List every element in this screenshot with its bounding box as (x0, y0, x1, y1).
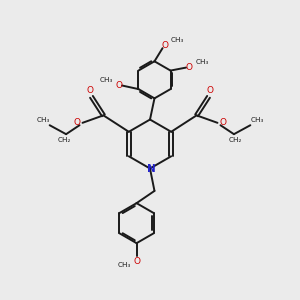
Text: N: N (147, 164, 156, 173)
Text: O: O (116, 81, 122, 90)
Text: CH₃: CH₃ (100, 77, 113, 83)
Text: O: O (133, 256, 140, 266)
Text: CH₃: CH₃ (196, 59, 209, 65)
Text: O: O (206, 86, 214, 95)
Text: O: O (86, 86, 94, 95)
Text: CH₃: CH₃ (117, 262, 131, 268)
Text: O: O (219, 118, 226, 127)
Text: CH₃: CH₃ (250, 117, 264, 123)
Text: O: O (161, 41, 168, 50)
Text: CH₃: CH₃ (36, 117, 50, 123)
Text: O: O (185, 63, 193, 72)
Text: CH₃: CH₃ (171, 38, 184, 44)
Text: CH₂: CH₂ (229, 136, 242, 142)
Text: O: O (74, 118, 81, 127)
Text: CH₂: CH₂ (58, 136, 71, 142)
